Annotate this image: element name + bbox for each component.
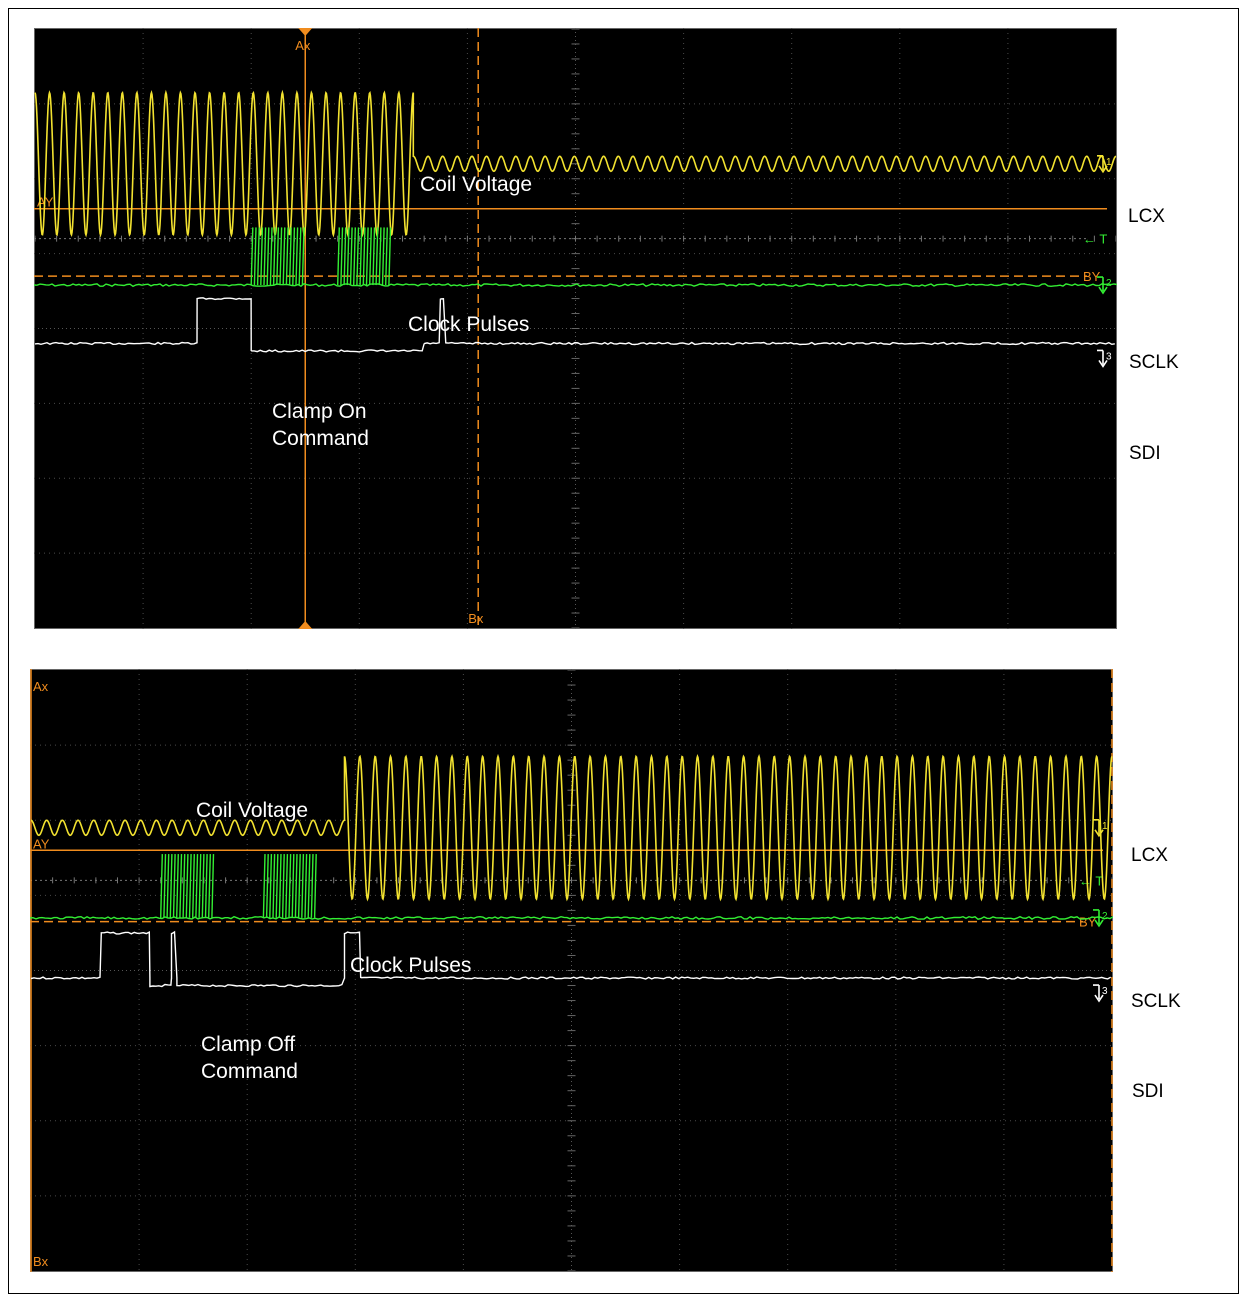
trace-sclk (34, 283, 1117, 288)
oscilloscope-screen-clamp-off: Ax Bx AY BY ← T Coil Voltage Clock Pulses Clamp… (30, 669, 1113, 1272)
oscilloscope-screen-clamp-on: Ax Bx AY BY ← T Coil Voltage Clock Pulses Clamp… (34, 28, 1117, 629)
trigger-pos-bottom-marker (298, 621, 313, 629)
cursor-ax-label: Ax (295, 38, 311, 53)
cursor-bx-label: Bx (33, 1254, 49, 1269)
channel-marker-3-icon (1093, 984, 1104, 1003)
cursor-ay-label: AY (33, 836, 50, 851)
channel-label-lcx: LCX (1128, 206, 1165, 227)
clock-burst-1 (160, 854, 215, 918)
annotation-clock-pulses: Clock Pulses (350, 954, 471, 977)
trigger-label: ← T (1083, 232, 1107, 247)
channel-label-sdi-2: SDI (1132, 1081, 1164, 1102)
channel-marker-1-icon (1097, 154, 1108, 174)
annotation-clock-pulses: Clock Pulses (408, 313, 529, 336)
channel-label-sclk-2: SCLK (1131, 991, 1181, 1012)
trace-lcx (30, 753, 1113, 902)
annotation-coil-voltage: Coil Voltage (420, 173, 532, 196)
trigger-pos-top-marker (298, 28, 313, 36)
channel-marker-2-icon (1093, 909, 1104, 928)
channel-label-sdi: SDI (1129, 443, 1161, 464)
channel-label-sclk: SCLK (1129, 352, 1179, 373)
trace-sdi (34, 297, 1115, 353)
channel-marker-2-number: 2 (1102, 911, 1108, 922)
channel-marker-3-number: 3 (1106, 351, 1112, 362)
channel-marker-1-icon (1093, 818, 1104, 838)
trace-lcx (34, 89, 1117, 238)
channel-marker-1-number: 1 (1106, 157, 1112, 168)
annotation-command-line2: Command (201, 1060, 298, 1083)
trace-sclk (30, 915, 1113, 920)
clock-burst-2 (337, 227, 392, 286)
cursor-ax-label: Ax (33, 679, 49, 694)
trace-sdi (30, 930, 1112, 988)
clock-burst-1 (250, 227, 305, 286)
cursor-by-label: BY (1083, 269, 1101, 284)
channel-marker-2-number: 2 (1106, 278, 1112, 289)
annotation-command-line1: Clamp Off (201, 1033, 295, 1056)
channel-marker-3-icon (1097, 349, 1108, 368)
channel-label-lcx-2: LCX (1131, 845, 1168, 866)
clock-burst-2 (262, 854, 317, 918)
annotation-command-line2: Command (272, 427, 369, 450)
cursor-bx-label: Bx (468, 611, 484, 626)
channel-marker-2-icon (1097, 276, 1108, 295)
channel-marker-1-number: 1 (1102, 821, 1108, 832)
channel-marker-3-number: 3 (1102, 986, 1108, 997)
annotation-coil-voltage: Coil Voltage (196, 799, 308, 822)
figure-frame (8, 8, 1239, 1294)
annotation-command-line1: Clamp On (272, 400, 367, 423)
